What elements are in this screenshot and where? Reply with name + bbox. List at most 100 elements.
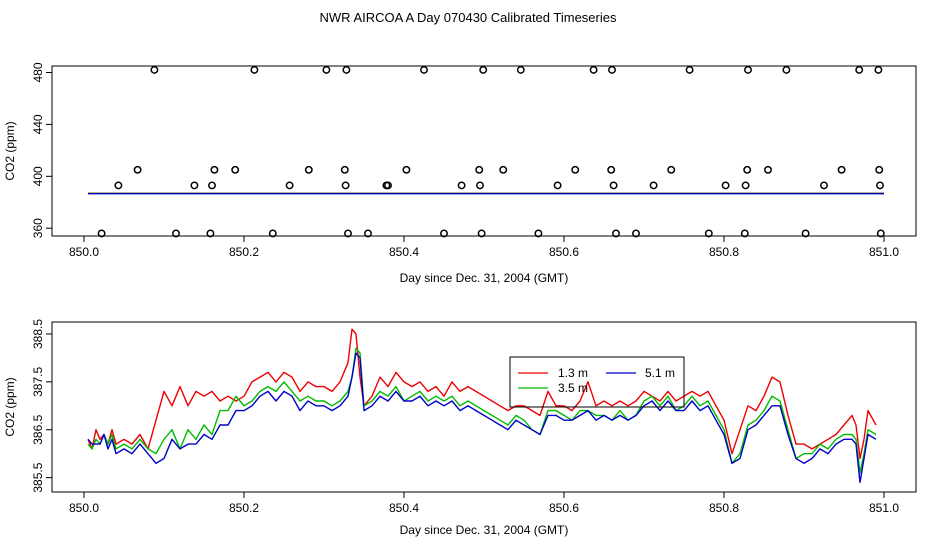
x-tick-label: 850.8 [709,501,739,515]
reference-point [875,165,884,174]
bottom-plot-frame [51,321,917,493]
top-x-axis: 850.0 850.2 850.4 850.6 850.8 851.0 [69,236,899,259]
legend-box [509,356,685,408]
x-tick-label: 850.0 [69,245,99,259]
reference-point [609,181,618,190]
x-tick-label: 850.4 [389,245,419,259]
x-tick-label: 850.0 [69,501,99,515]
reference-point [479,65,488,74]
legend-label-1-3m: 1.3 m [558,366,588,380]
reference-point [150,65,159,74]
legend-label-3-5m: 3.5 m [558,381,588,395]
reference-point [457,181,466,190]
reference-point [649,181,658,190]
reference-point [837,165,846,174]
reference-point [782,65,791,74]
series-line-5-1-m [87,352,877,484]
reference-point [268,229,277,238]
x-tick-label: 850.2 [229,501,259,515]
reference-point [553,181,562,190]
reference-point [402,165,411,174]
reference-point [743,165,752,174]
x-tick-label: 850.6 [549,245,579,259]
y-tick-label: 386.5 [31,414,45,444]
reference-point [133,165,142,174]
reference-point [744,65,752,74]
reference-point [342,65,351,74]
reference-point [97,229,106,238]
reference-point [190,181,199,190]
y-tick-label: 388.5 [31,319,45,349]
x-tick-label: 850.6 [549,501,579,515]
reference-point [304,165,313,174]
bottom-y-axis: 385.5 386.5 387.5 388.5 [31,319,52,493]
top-y-axis: 360 400 440 480 [31,62,52,238]
legend-label-5-1m: 5.1 m [645,366,675,380]
reference-point [855,65,864,74]
reference-point [801,229,810,238]
reference-point [685,65,694,74]
reference-point [364,229,372,238]
reference-point [874,65,883,74]
bottom-panel: 850.0 850.2 850.4 850.6 850.8 851.0 385.5 386.… [3,319,917,537]
reference-point [741,181,750,190]
reference-point [608,65,616,74]
top-y-axis-label: CO2 (ppm) [3,121,17,180]
reference-point [499,165,508,174]
reference-point [440,229,448,238]
y-tick-label: 440 [31,114,45,134]
reference-point [721,181,730,190]
figure-title: NWR AIRCOA A Day 070430 Calibrated Times… [320,10,617,25]
reference-point [534,229,543,238]
bottom-series-lines [87,328,877,484]
top-plot-frame [51,65,917,237]
reference-point [250,65,259,74]
reference-point [704,229,713,238]
top-x-axis-label: Day since Dec. 31, 2004 (GMT) [400,271,569,285]
reference-point [740,229,749,238]
reference-point [876,229,885,238]
reference-point [341,181,350,190]
top-series-lines [88,192,884,195]
reference-point [206,229,215,238]
reference-point [476,181,484,190]
reference-point [876,181,884,190]
x-tick-label: 851.0 [869,501,899,515]
reference-point [589,65,598,74]
reference-point [172,229,180,238]
reference-point [612,229,620,238]
series-line-1-3-m [87,328,877,460]
reference-point [322,65,331,74]
bottom-x-axis-label: Day since Dec. 31, 2004 (GMT) [400,523,569,537]
x-tick-label: 850.2 [229,245,259,259]
y-tick-label: 400 [31,166,45,186]
bottom-x-axis: 850.0 850.2 850.4 850.6 850.8 851.0 [69,492,899,515]
top-panel: 850.0 850.2 850.4 850.6 850.8 851.0 360 400 440… [3,62,917,285]
reference-point [571,165,580,174]
series-line-3-5-m [87,347,877,474]
legend: 1.3 m 5.1 m 3.5 m [509,356,685,408]
reference-point [344,229,352,238]
x-tick-label: 850.4 [389,501,419,515]
x-tick-label: 850.8 [709,245,739,259]
reference-point [114,181,123,190]
reference-point [607,165,616,174]
reference-point [632,229,640,238]
reference-point [475,165,484,174]
reference-point [340,165,349,174]
reference-point [420,65,428,74]
reference-point [820,181,828,190]
x-tick-label: 851.0 [869,245,899,259]
reference-point [231,165,240,174]
y-tick-label: 480 [31,62,45,82]
reference-point [516,65,525,74]
y-tick-label: 385.5 [31,462,45,492]
bottom-y-axis-label: CO2 (ppm) [3,377,17,436]
top-reference-points [97,65,885,238]
reference-point [210,165,219,174]
y-tick-label: 360 [31,218,45,238]
reference-point [477,229,486,238]
reference-point [764,165,772,174]
reference-point [384,181,392,190]
